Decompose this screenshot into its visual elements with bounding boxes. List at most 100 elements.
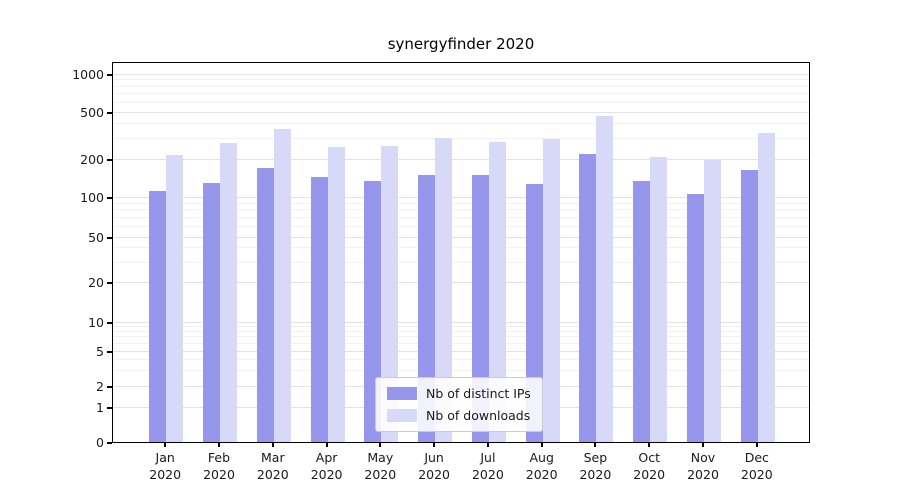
bar-distinct-ips (418, 174, 436, 442)
major-gridline (113, 236, 809, 238)
y-axis-tick-label: 20 (88, 275, 104, 290)
x-axis-tick-label: Dec 2020 (740, 450, 773, 482)
x-axis-tick-mark (271, 443, 274, 447)
bar-distinct-ips (256, 167, 274, 442)
legend-label-downloads: Nb of downloads (426, 408, 531, 423)
x-axis-tick-mark (164, 443, 167, 447)
x-axis-tick-label: Jul 2020 (471, 450, 504, 482)
x-axis-tick-mark (218, 443, 220, 447)
y-axis-tick-mark (107, 197, 112, 199)
y-axis-tick-mark (107, 74, 112, 76)
y-axis-tick-mark (107, 282, 112, 284)
minor-gridline (113, 93, 809, 95)
bar-downloads (488, 141, 506, 442)
x-axis-tick-label: Nov 2020 (687, 450, 719, 482)
minor-gridline (113, 336, 809, 338)
y-axis-tick-mark (107, 159, 112, 161)
bar-downloads (166, 155, 184, 442)
minor-gridline (113, 122, 809, 124)
bar-distinct-ips (310, 176, 328, 442)
bar-downloads (435, 138, 453, 442)
y-axis-tick-label: 1000 (72, 67, 104, 82)
y-axis-tick-label: 2 (96, 379, 104, 394)
minor-gridline (113, 217, 809, 219)
x-axis-tick-mark (540, 443, 543, 447)
minor-gridline (113, 137, 809, 139)
chart-title: synergyfinder 2020 (387, 35, 535, 53)
minor-gridline (113, 79, 809, 81)
minor-gridline (113, 359, 809, 361)
legend-swatch-downloads (387, 409, 417, 422)
minor-gridline (113, 247, 809, 249)
y-axis-tick-mark (107, 407, 112, 409)
y-axis-tick-label: 0 (96, 435, 104, 450)
minor-gridline (113, 342, 809, 344)
legend-label-distinct-ips: Nb of distinct IPs (426, 386, 531, 401)
x-axis-tick-mark (325, 443, 328, 447)
bar-downloads (650, 156, 668, 442)
y-axis-tick-mark (107, 112, 112, 114)
major-gridline (113, 196, 809, 198)
y-axis-tick-mark (107, 322, 112, 324)
bar-distinct-ips (633, 180, 651, 442)
x-axis-tick-mark (433, 443, 436, 447)
major-gridline (113, 321, 809, 323)
x-axis-tick-label: Oct 2020 (633, 450, 666, 482)
bar-downloads (381, 145, 399, 442)
legend: Nb of distinct IPs Nb of downloads (375, 377, 543, 432)
bar-downloads (757, 133, 775, 442)
x-axis-tick-mark (379, 443, 382, 447)
bar-distinct-ips (149, 190, 167, 442)
x-axis-tick-mark (648, 443, 651, 447)
major-gridline (113, 281, 809, 283)
bar-downloads (327, 146, 345, 442)
y-axis-tick-label: 100 (80, 190, 104, 205)
x-axis-tick-mark (486, 443, 489, 447)
major-gridline (113, 111, 809, 113)
minor-gridline (113, 370, 809, 372)
bar-downloads (273, 128, 291, 442)
minor-gridline (113, 209, 809, 211)
bar-distinct-ips (471, 174, 489, 442)
legend-entry-downloads: Nb of downloads (387, 408, 531, 423)
y-axis-tick-label: 200 (80, 152, 104, 167)
y-axis-tick-mark (107, 442, 112, 444)
x-axis-tick-label: May 2020 (364, 450, 397, 482)
y-axis-tick-label: 10 (88, 315, 104, 330)
y-axis-tick-label: 50 (88, 230, 104, 245)
bar-downloads (542, 139, 560, 442)
y-axis-tick-mark (107, 351, 112, 353)
bar-distinct-ips (579, 154, 597, 442)
x-axis-tick-label: Jan 2020 (149, 450, 182, 482)
y-axis-tick-label: 500 (80, 105, 104, 120)
bar-downloads (704, 160, 721, 442)
bar-downloads (596, 115, 614, 442)
x-axis-tick-label: Mar 2020 (256, 450, 289, 482)
y-axis-tick-label: 5 (96, 344, 104, 359)
plot-area: Nb of distinct IPs Nb of downloads (112, 62, 810, 443)
x-axis-tick-label: Sep 2020 (579, 450, 612, 482)
x-axis-tick-mark (702, 443, 704, 447)
legend-entry-distinct-ips: Nb of distinct IPs (387, 386, 531, 401)
x-axis-tick-mark (594, 443, 597, 447)
minor-gridline (113, 225, 809, 227)
x-axis-tick-label: Jun 2020 (418, 450, 450, 482)
x-axis-tick-label: Aug 2020 (525, 450, 558, 482)
x-axis-tick-mark (755, 443, 758, 447)
bar-distinct-ips (740, 169, 758, 442)
y-axis-tick-label: 1 (96, 400, 104, 415)
minor-gridline (113, 85, 809, 87)
major-gridline (113, 73, 809, 75)
legend-swatch-distinct-ips (387, 387, 417, 400)
minor-gridline (113, 330, 809, 332)
x-axis-tick-label: Feb 2020 (203, 450, 235, 482)
y-axis-tick-mark (107, 237, 112, 239)
bar-distinct-ips (203, 182, 220, 442)
minor-gridline (113, 202, 809, 204)
x-axis-tick-label: Apr 2020 (310, 450, 343, 482)
minor-gridline (113, 261, 809, 263)
major-gridline (113, 158, 809, 160)
minor-gridline (113, 101, 809, 103)
y-axis-tick-mark (107, 386, 112, 388)
